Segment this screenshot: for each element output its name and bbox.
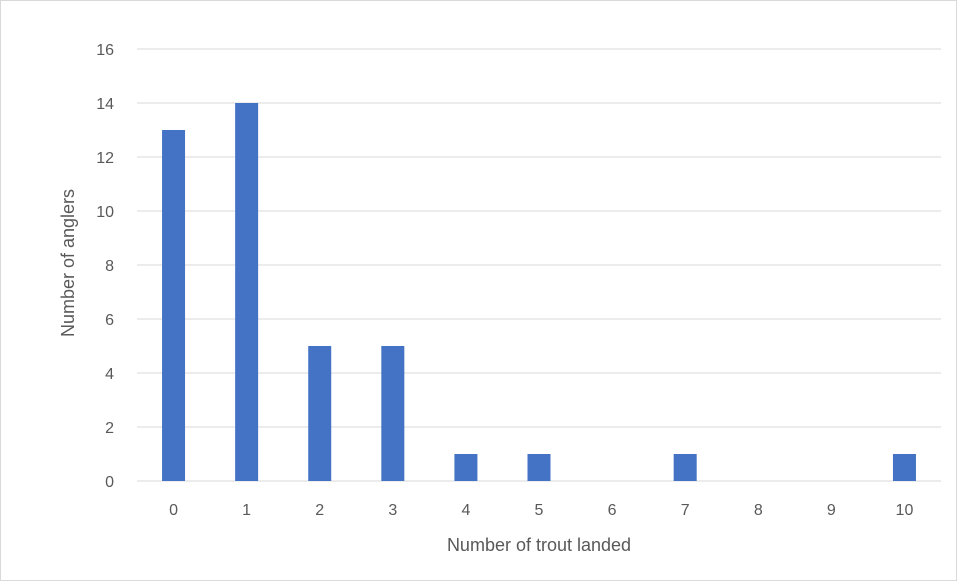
x-axis-ticks: 0 1 2 3 4 5 6 7 8 9 10 <box>169 502 913 519</box>
x-tick-label: 9 <box>827 502 836 519</box>
bar <box>527 454 551 481</box>
y-tick-label: 2 <box>105 420 114 437</box>
bar <box>162 130 186 481</box>
x-tick-label: 4 <box>461 502 470 519</box>
x-axis-title: Number of trout landed <box>447 535 631 555</box>
bar <box>673 454 697 481</box>
bars <box>162 103 916 481</box>
x-tick-label: 1 <box>242 502 251 519</box>
x-tick-label: 6 <box>608 502 617 519</box>
y-axis-title: Number of anglers <box>58 189 78 337</box>
x-tick-label: 8 <box>754 502 763 519</box>
bar <box>308 346 332 481</box>
y-tick-label: 10 <box>96 204 114 221</box>
bar <box>381 346 405 481</box>
bar <box>454 454 478 481</box>
y-tick-label: 8 <box>105 258 114 275</box>
y-tick-label: 12 <box>96 150 114 167</box>
x-tick-label: 0 <box>169 502 178 519</box>
x-tick-label: 2 <box>315 502 324 519</box>
x-tick-label: 5 <box>535 502 544 519</box>
y-tick-label: 14 <box>96 96 114 113</box>
y-tick-label: 16 <box>96 42 114 59</box>
bar <box>235 103 259 481</box>
x-tick-label: 10 <box>896 502 914 519</box>
gridlines <box>137 48 941 482</box>
y-axis-ticks: 0 2 4 6 8 10 12 14 16 <box>96 42 114 491</box>
bar <box>892 454 916 481</box>
y-tick-label: 4 <box>105 366 114 383</box>
y-tick-label: 6 <box>105 312 114 329</box>
y-tick-label: 0 <box>105 474 114 491</box>
x-tick-label: 7 <box>681 502 690 519</box>
x-tick-label: 3 <box>388 502 397 519</box>
